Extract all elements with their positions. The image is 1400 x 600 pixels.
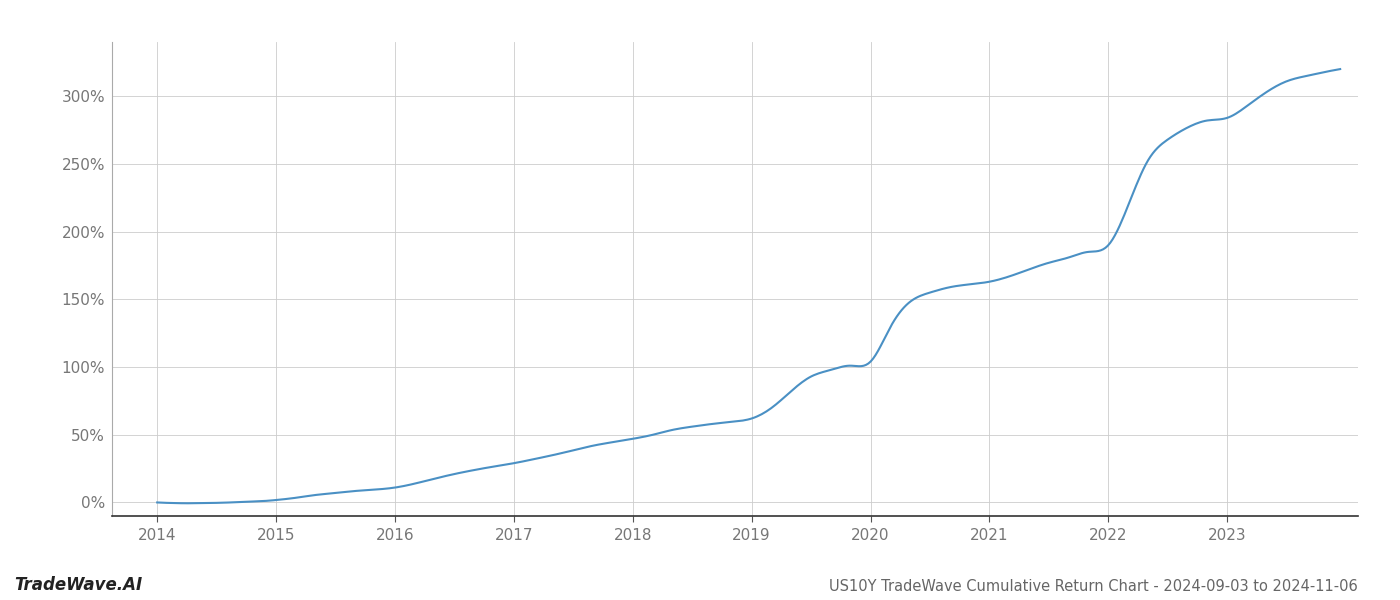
Text: US10Y TradeWave Cumulative Return Chart - 2024-09-03 to 2024-11-06: US10Y TradeWave Cumulative Return Chart … xyxy=(829,579,1358,594)
Text: TradeWave.AI: TradeWave.AI xyxy=(14,576,143,594)
